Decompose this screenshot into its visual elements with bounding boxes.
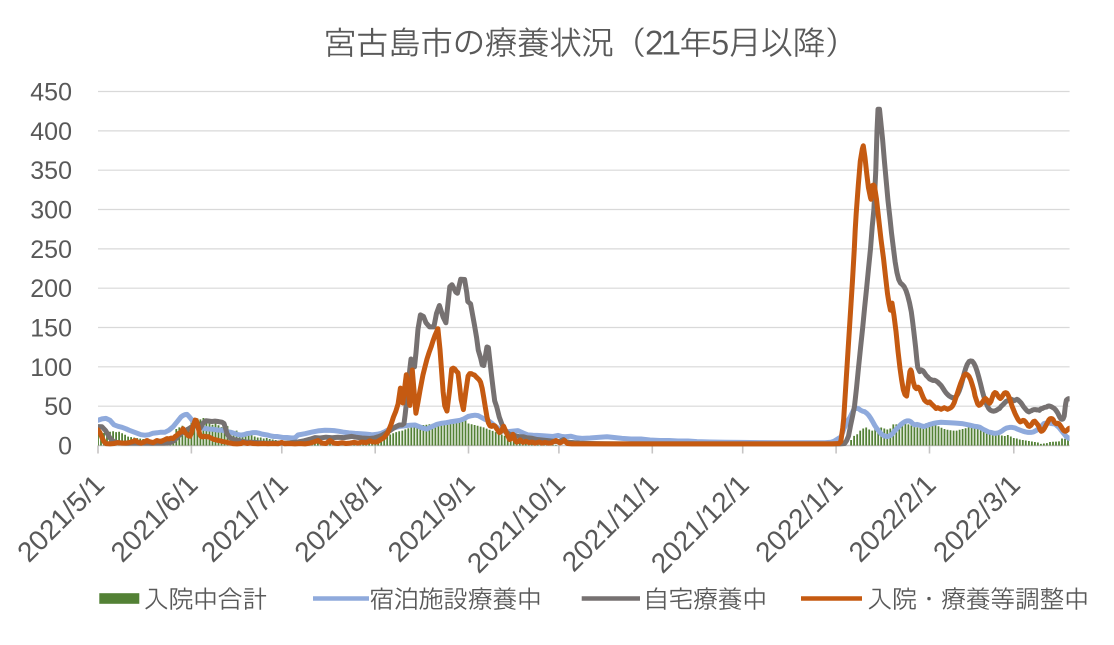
svg-text:250: 250 bbox=[30, 236, 72, 264]
svg-text:450: 450 bbox=[30, 79, 72, 107]
svg-text:0: 0 bbox=[58, 433, 72, 461]
svg-text:400: 400 bbox=[30, 118, 72, 146]
svg-text:350: 350 bbox=[30, 157, 72, 185]
svg-text:50: 50 bbox=[44, 393, 72, 421]
svg-text:100: 100 bbox=[30, 354, 72, 382]
svg-text:150: 150 bbox=[30, 315, 72, 343]
svg-text:300: 300 bbox=[30, 197, 72, 225]
svg-text:200: 200 bbox=[30, 275, 72, 303]
